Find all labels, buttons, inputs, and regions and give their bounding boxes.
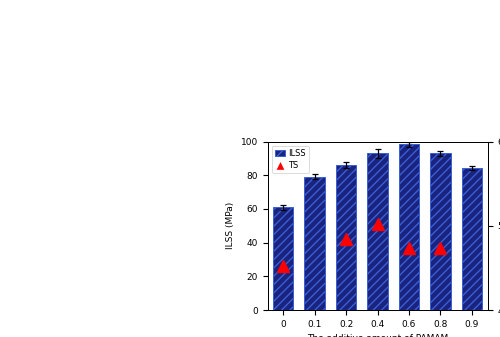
Bar — [304, 177, 325, 310]
X-axis label: The additive amount of PAMAM: The additive amount of PAMAM — [307, 334, 448, 337]
Bar — [336, 165, 356, 310]
Bar — [430, 153, 450, 310]
Bar — [462, 167, 482, 310]
Legend: ILSS, TS: ILSS, TS — [272, 146, 310, 173]
Bar — [398, 144, 419, 310]
Bar — [273, 207, 293, 310]
Y-axis label: ILSS (MPa): ILSS (MPa) — [226, 202, 235, 249]
Bar — [368, 153, 388, 310]
